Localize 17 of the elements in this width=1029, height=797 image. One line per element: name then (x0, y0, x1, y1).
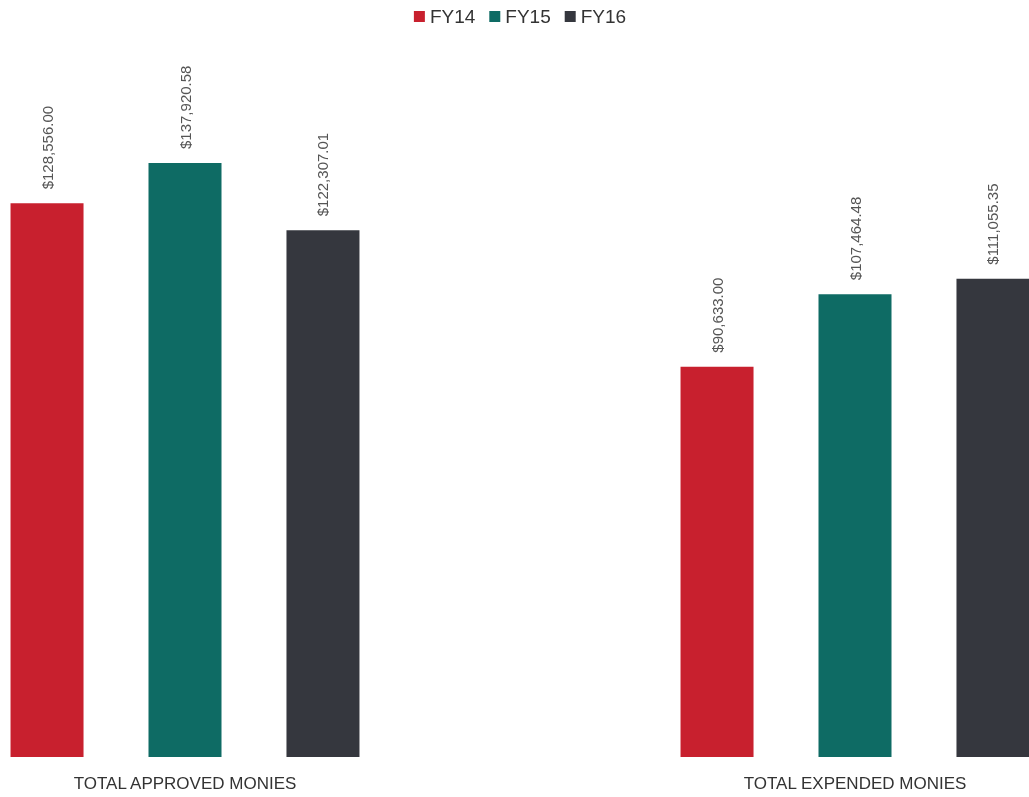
data-label: $122,307.01 (314, 132, 332, 217)
data-label: $111,055.35 (984, 183, 1002, 265)
legend-label: FY14 (429, 6, 476, 27)
data-label: $128,556.00 (38, 105, 56, 190)
bar (818, 294, 892, 757)
data-label: $107,464.48 (846, 196, 864, 281)
data-label: $137,920.58 (176, 65, 194, 149)
bar (680, 366, 754, 757)
x-tick-label: TOTAL APPROVED MONIES (73, 774, 297, 793)
bar (286, 230, 360, 757)
legend-label: FY15 (505, 6, 551, 27)
data-label: $90,633.00 (708, 277, 726, 353)
x-tick-label: TOTAL EXPENDED MONIES (743, 774, 967, 793)
bar (10, 203, 84, 757)
legend-label: FY16 (580, 6, 627, 27)
bar (956, 278, 1029, 757)
bar (148, 163, 222, 757)
